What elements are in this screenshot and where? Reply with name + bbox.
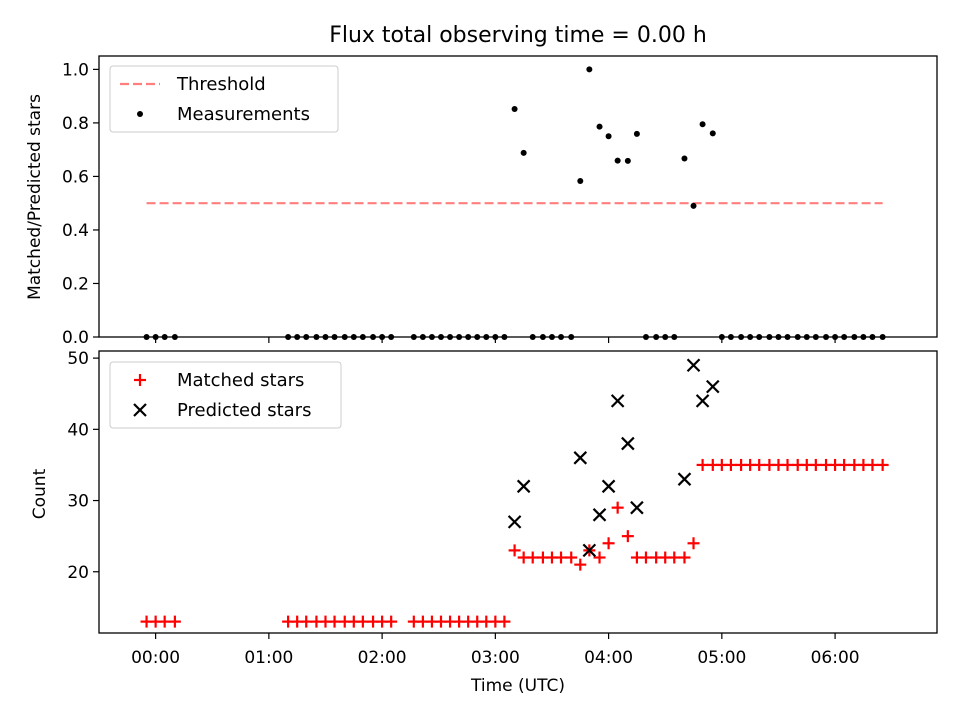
predicted-star-point (686, 358, 701, 373)
matched-star-point (593, 551, 606, 564)
matched-star-point (508, 544, 521, 557)
matched-star-point (385, 615, 398, 628)
predicted-star-point (630, 500, 644, 515)
bottom-axes-frame (98, 350, 938, 634)
top-panel: 0.0 0.2 0.4 0.6 0.8 1.0 Matched/Predicted sta… (25, 55, 938, 348)
matched-star-point (668, 551, 681, 564)
predicted-star-point (516, 479, 531, 494)
top-y-tick-label: 0.4 (62, 221, 89, 241)
predicted-star-point (573, 451, 588, 465)
chart-title: Flux total observing time = 0.00 h (329, 23, 707, 48)
matched-star-point (328, 615, 341, 628)
x-tick-label: 00:00 (131, 648, 180, 668)
x-tick-label: 04:00 (584, 648, 633, 668)
measurement-point (690, 202, 697, 209)
predicted-star-point (621, 436, 635, 451)
measurement-point (586, 66, 593, 73)
predicted-stars-points (507, 358, 720, 558)
measurement-point (681, 155, 688, 162)
measurement-point (511, 105, 518, 112)
top-y-tick-label: 0.0 (62, 328, 89, 348)
top-legend-box (109, 65, 339, 133)
measurement-point (596, 123, 603, 130)
threshold-legend-label: Threshold (176, 74, 266, 95)
top-y-tick-label: 0.2 (62, 274, 89, 294)
measurement-point (605, 133, 612, 140)
bottom-y-tick-label: 50 (67, 349, 89, 369)
measurement-point (614, 157, 621, 164)
matched-star-point (602, 537, 615, 550)
x-tick-label: 02:00 (358, 648, 407, 668)
predicted-star-point (592, 508, 607, 522)
predicted-star-point (610, 394, 625, 408)
matched-star-point (866, 458, 879, 471)
top-legend: Threshold Measurements (109, 65, 339, 133)
predicted-star-point (601, 479, 616, 494)
measurement-point (633, 130, 640, 137)
predicted-legend-swatch (133, 403, 147, 417)
matched-star-point (781, 458, 794, 471)
matched-star-point (876, 458, 889, 471)
predicted-star-point (582, 543, 597, 558)
x-tick-label: 06:00 (811, 648, 860, 668)
matched-star-point (724, 458, 737, 471)
predicted-star-point (706, 379, 720, 394)
matched-star-point (639, 551, 652, 564)
matched-star-point (611, 501, 624, 514)
matched-star-point (621, 530, 634, 543)
predicted-star-point (507, 515, 522, 529)
bottom-y-axis-label: Count (30, 468, 50, 519)
predicted-star-point (695, 394, 710, 408)
matched-star-point (158, 615, 171, 628)
bottom-y-axis: 20 30 40 50 (67, 349, 99, 583)
predicted-legend-label: Predicted stars (177, 400, 311, 421)
top-y-tick-label: 0.8 (62, 114, 89, 134)
measurement-point (577, 177, 584, 184)
measurements-legend-swatch (137, 111, 143, 117)
matched-star-point (574, 558, 587, 571)
matched-star-point (696, 458, 709, 471)
top-axes-frame (98, 55, 938, 338)
top-y-tick-label: 1.0 (62, 60, 89, 80)
matched-star-point (753, 458, 766, 471)
matched-legend-swatch (134, 374, 146, 386)
bottom-legend: Matched stars Predicted stars (109, 361, 342, 429)
bottom-x-axis: 00:00 01:00 02:00 03:00 04:00 05:00 06:00 (131, 633, 860, 668)
matched-star-point (687, 537, 700, 550)
x-tick-label: 05:00 (697, 648, 746, 668)
top-y-axis-label: Matched/Predicted stars (25, 94, 45, 300)
matched-star-point (555, 551, 568, 564)
bottom-y-tick-label: 30 (67, 492, 89, 512)
matched-star-point (838, 458, 851, 471)
matched-stars-points (140, 458, 889, 628)
matched-star-point (678, 551, 691, 564)
matched-star-point (565, 551, 578, 564)
x-tick-label: 01:00 (244, 648, 293, 668)
measurement-point (624, 157, 631, 164)
bottom-y-tick-label: 40 (67, 420, 89, 440)
matched-star-point (300, 615, 313, 628)
bottom-legend-box (109, 361, 342, 429)
matched-star-point (356, 615, 369, 628)
measurement-point (699, 121, 706, 128)
x-tick-label: 03:00 (471, 648, 520, 668)
matched-star-point (526, 551, 539, 564)
matched-legend-label: Matched stars (177, 370, 304, 391)
x-axis-label: Time (UTC) (470, 676, 565, 696)
matched-star-point (498, 615, 511, 628)
matched-star-point (809, 458, 822, 471)
measurement-point (520, 149, 527, 156)
measurements-legend-label: Measurements (177, 104, 310, 125)
measurement-point (709, 130, 716, 137)
predicted-star-point (677, 472, 692, 486)
bottom-y-tick-label: 20 (67, 563, 89, 583)
matched-star-point (168, 615, 181, 628)
top-y-tick-label: 0.6 (62, 167, 89, 187)
top-y-axis: 0.0 0.2 0.4 0.6 0.8 1.0 (62, 60, 99, 348)
